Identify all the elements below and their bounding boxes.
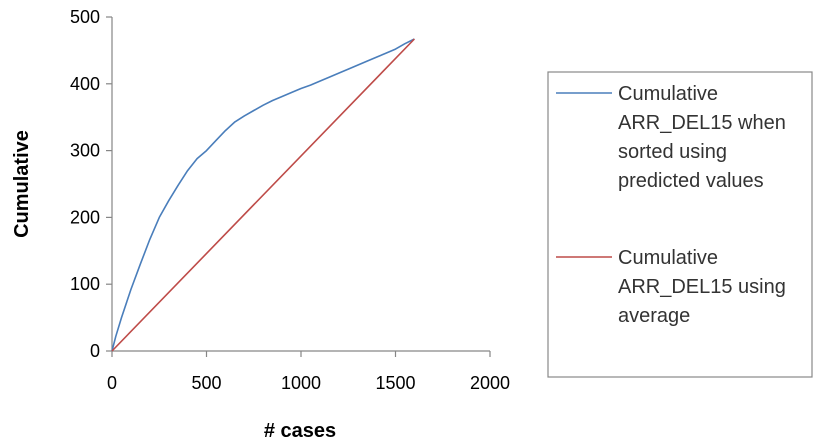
legend-label: average [618,305,690,327]
y-tick-label: 0 [90,341,100,361]
x-tick-label: 1000 [281,373,321,393]
legend: Cumulative ARR_DEL15 when sorted using pred… [547,71,813,378]
tick-labels: 0 100 200 300 400 500 0 500 1000 1500 2000 [70,7,510,393]
y-tick-label: 300 [70,141,100,161]
legend-label: Cumulative [618,83,718,105]
x-tick-label: 0 [107,373,117,393]
x-tick-label: 500 [191,373,221,393]
axes [106,16,491,357]
x-tick-label: 1500 [375,373,415,393]
y-tick-label: 200 [70,207,100,227]
legend-label: predicted values [618,170,764,192]
legend-box [547,71,813,378]
legend-label: Cumulative [618,247,718,269]
series-line-2 [111,38,415,352]
series-line-1 [111,38,415,352]
legend-label: sorted using [618,141,727,163]
y-tick-label: 500 [70,7,100,27]
y-axis-title: Cumulative [11,130,33,238]
legend-label: ARR_DEL15 using [618,276,786,298]
y-tick-label: 400 [70,74,100,94]
series-lines [111,38,415,352]
y-tick-label: 100 [70,274,100,294]
x-tick-label: 2000 [470,373,510,393]
x-axis-title: # cases [264,420,336,442]
legend-label: ARR_DEL15 when [618,112,786,134]
